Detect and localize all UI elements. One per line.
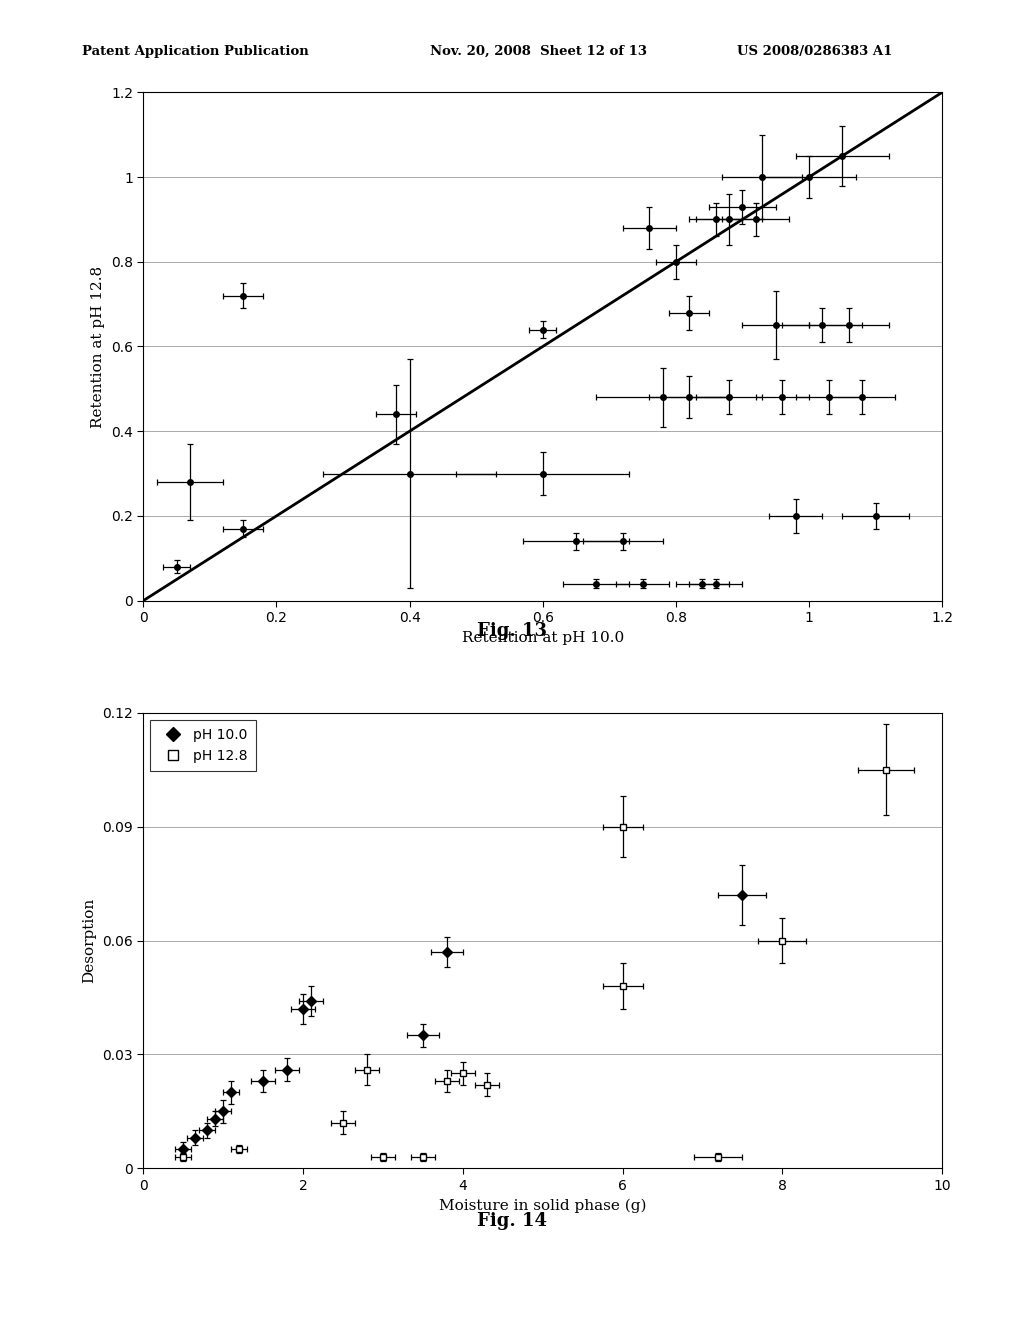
Y-axis label: Desorption: Desorption xyxy=(83,898,96,983)
X-axis label: Retention at pH 10.0: Retention at pH 10.0 xyxy=(462,631,624,644)
Y-axis label: Retention at pH 12.8: Retention at pH 12.8 xyxy=(91,265,105,428)
Text: Nov. 20, 2008  Sheet 12 of 13: Nov. 20, 2008 Sheet 12 of 13 xyxy=(430,45,647,58)
Text: Fig. 14: Fig. 14 xyxy=(477,1212,547,1230)
Text: Fig. 13: Fig. 13 xyxy=(477,622,547,640)
Text: Patent Application Publication: Patent Application Publication xyxy=(82,45,308,58)
Text: US 2008/0286383 A1: US 2008/0286383 A1 xyxy=(737,45,893,58)
Legend: pH 10.0, pH 12.8: pH 10.0, pH 12.8 xyxy=(151,719,256,771)
X-axis label: Moisture in solid phase (g): Moisture in solid phase (g) xyxy=(439,1199,646,1213)
